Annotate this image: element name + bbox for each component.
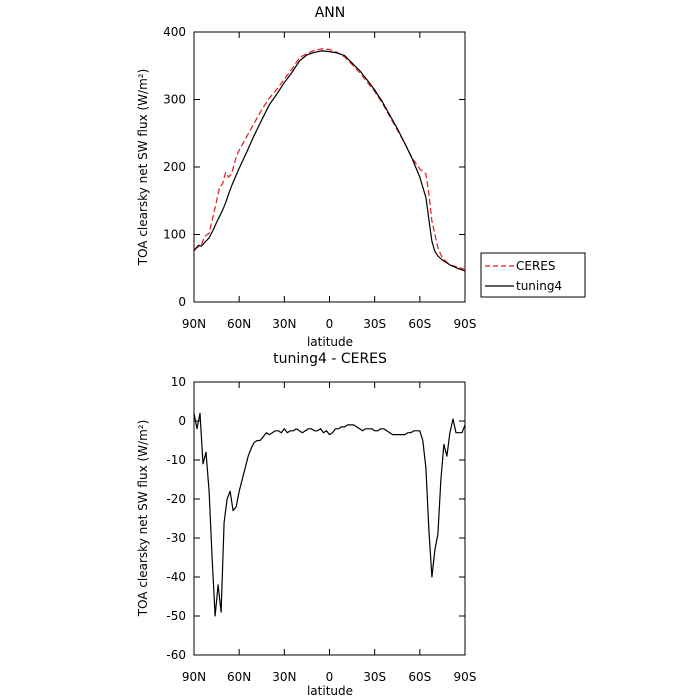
y-tick-label: -40 — [166, 570, 186, 584]
plot-frame — [193, 381, 466, 656]
chart-panel-annual-flux: ANN 0 100 200 300 400 90N 60N 30N 0 30S 60S 90S TO… — [136, 5, 586, 349]
chart-title: tuning4 - CERES — [273, 351, 387, 367]
y-tick-label: 0 — [178, 295, 186, 309]
x-tick-label: 90S — [454, 317, 477, 331]
x-tick-label: 60N — [227, 670, 251, 684]
y-tick-label: -10 — [166, 453, 186, 467]
series-group — [193, 48, 466, 272]
y-tick-label: -30 — [166, 531, 186, 545]
x-tick-label: 60S — [408, 317, 431, 331]
x-axis-label: latitude — [307, 335, 353, 349]
x-tick-label: 0 — [326, 670, 334, 684]
y-tick-label: 200 — [163, 160, 186, 174]
legend-label-tuning4: tuning4 — [516, 279, 562, 293]
y-tick-label: 0 — [178, 414, 186, 428]
x-axis-ticks: 90N 60N 30N 0 30S 60S 90S — [182, 32, 477, 331]
x-tick-label: 30S — [363, 670, 386, 684]
x-tick-label: 0 — [326, 317, 334, 331]
y-tick-label: 100 — [163, 228, 186, 242]
legend: CERES tuning4 — [480, 252, 586, 298]
x-tick-label: 90N — [182, 317, 206, 331]
chart-title: ANN — [315, 5, 346, 21]
chart-panel-difference: tuning4 - CERES 10 0 -10 -20 -30 -40 -50 -60 90… — [136, 351, 476, 698]
x-tick-label: 60S — [408, 670, 431, 684]
y-tick-label: 300 — [163, 93, 186, 107]
y-tick-label: -20 — [166, 492, 186, 506]
x-tick-label: 30N — [272, 317, 296, 331]
series-line-tuning4-ceres — [193, 412, 466, 617]
y-tick-label: 10 — [171, 375, 186, 389]
x-tick-label: 30N — [272, 670, 296, 684]
y-axis-label: TOA clearsky net SW flux (W/m²) — [136, 69, 150, 267]
x-tick-label: 60N — [227, 317, 251, 331]
x-tick-label: 30S — [363, 317, 386, 331]
x-axis-label: latitude — [307, 684, 353, 698]
legend-label-ceres: CERES — [516, 259, 556, 273]
y-axis-ticks: 10 0 -10 -20 -30 -40 -50 -60 — [166, 375, 465, 662]
y-axis-ticks: 0 100 200 300 400 — [163, 25, 465, 309]
legend-box — [480, 252, 586, 298]
series-line-tuning4 — [193, 50, 466, 272]
series-group — [193, 412, 466, 617]
x-tick-label: 90N — [182, 670, 206, 684]
y-tick-label: -50 — [166, 609, 186, 623]
series-line-ceres — [193, 48, 466, 271]
y-tick-label: -60 — [166, 648, 186, 662]
y-tick-label: 400 — [163, 25, 186, 39]
x-axis-ticks: 90N 60N 30N 0 30S 60S 90S — [182, 382, 477, 684]
plot-frame — [193, 31, 466, 303]
x-tick-label: 90S — [454, 670, 477, 684]
y-axis-label: TOA clearsky net SW flux (W/m²) — [136, 420, 150, 618]
